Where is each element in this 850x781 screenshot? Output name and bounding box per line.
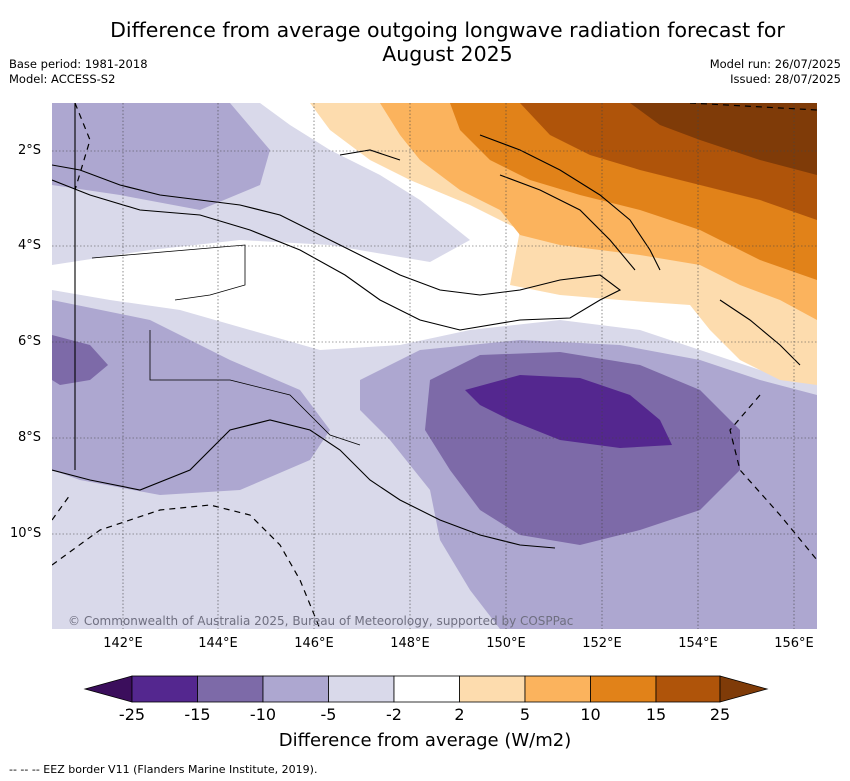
lon-label-154e: 154°E xyxy=(678,636,718,651)
contour-minus-15-25 xyxy=(465,375,672,448)
model-name: Model: ACCESS-S2 xyxy=(9,72,116,86)
coastline-manus xyxy=(339,149,401,161)
lon-label-142e: 142°E xyxy=(103,636,143,651)
coastline-south xyxy=(52,419,556,549)
lon-label-148e: 148°E xyxy=(390,636,430,651)
contour-west-top xyxy=(52,103,270,210)
colorbar-bin-5 xyxy=(393,675,460,703)
colorbar-bin-9 xyxy=(655,675,721,703)
colorbar-bin-1 xyxy=(131,675,198,703)
colorbar-label: Difference from average (W/m2) xyxy=(278,730,572,751)
colorbar-extend-low xyxy=(83,675,133,703)
colorbar xyxy=(83,675,769,703)
issued-date: Issued: 28/07/2025 xyxy=(730,72,841,86)
colorbar-bin-4 xyxy=(328,675,395,703)
province-boundary xyxy=(91,244,246,301)
lat-label-2s: 2°S xyxy=(18,143,42,158)
lat-label-4s: 4°S xyxy=(18,238,42,253)
eez-border-west-north xyxy=(74,103,91,191)
province-boundary-south xyxy=(149,330,361,446)
olr-anomaly-field xyxy=(52,103,817,629)
footnote-eez: -- -- -- EEZ border V11 (Flanders Marine… xyxy=(9,763,318,776)
colorbar-tick: 25 xyxy=(709,705,731,724)
lon-label-144e: 144°E xyxy=(198,636,238,651)
colorbar-tick: 10 xyxy=(580,705,601,724)
colorbar-tick: -5 xyxy=(320,705,337,724)
colorbar-bin-2 xyxy=(197,675,264,703)
eez-border-east xyxy=(729,394,817,561)
colorbar-tick: 5 xyxy=(519,705,531,724)
lon-label-146e: 146°E xyxy=(294,636,334,651)
contour-minus-5-10-west xyxy=(52,300,330,495)
colorbar-tick: -2 xyxy=(386,705,402,724)
chart-title: Difference from average outgoing longwav… xyxy=(95,18,800,66)
colorbar-tick: -15 xyxy=(184,705,211,724)
coastline-new-britain-north xyxy=(479,134,661,271)
meta-left: Base period: 1981-2018 Model: ACCESS-S2 xyxy=(9,57,148,87)
lat-label-10s: 10°S xyxy=(10,526,42,541)
colorbar-tick: 15 xyxy=(645,705,667,724)
lon-label-152e: 152°E xyxy=(582,636,622,651)
eez-border-southwest xyxy=(52,494,71,521)
coastline-north xyxy=(52,164,622,331)
base-period: Base period: 1981-2018 xyxy=(9,57,148,71)
lat-label-6s: 6°S xyxy=(18,334,42,349)
coastline-new-britain-south xyxy=(499,174,636,271)
coastline-solomons xyxy=(719,299,801,366)
contour-plus-25 xyxy=(630,103,817,175)
title-line-1: Difference from average outgoing longwav… xyxy=(110,18,785,42)
colorbar-extend-high xyxy=(719,675,769,703)
graticule xyxy=(52,103,817,629)
lon-label-150e: 150°E xyxy=(486,636,526,651)
copyright-notice: © Commonwealth of Australia 2025, Bureau… xyxy=(68,614,574,628)
lat-label-8s: 8°S xyxy=(18,430,42,445)
eez-border-south xyxy=(52,504,321,629)
colorbar-bin-8 xyxy=(590,675,657,703)
colorbar-bin-3 xyxy=(262,675,329,703)
meta-right: Model run: 26/07/2025 Issued: 28/07/2025 xyxy=(710,57,841,87)
colorbar-tick: -10 xyxy=(249,705,277,724)
colorbar-tick: 2 xyxy=(454,705,465,724)
contour-minus-10-15-west xyxy=(52,335,108,385)
colorbar-bin-6 xyxy=(459,675,526,703)
model-run: Model run: 26/07/2025 xyxy=(709,57,841,71)
title-line-2: August 2025 xyxy=(382,42,513,66)
colorbar-tick: -25 xyxy=(118,705,146,724)
lon-label-156e: 156°E xyxy=(774,636,814,651)
colorbar-bin-7 xyxy=(524,675,591,703)
